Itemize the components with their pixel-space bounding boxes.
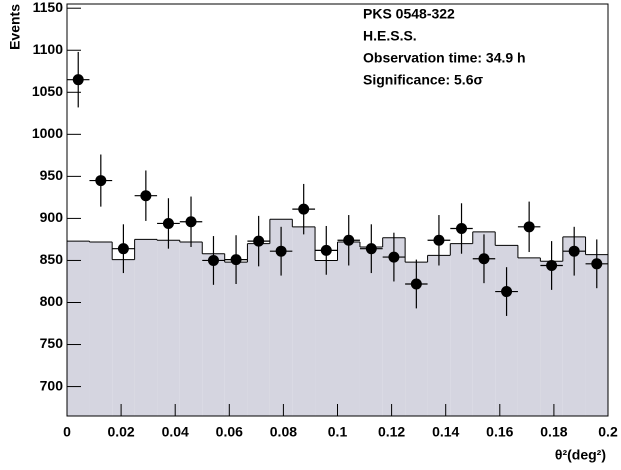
annotation: Significance: 5.6σ	[363, 72, 483, 88]
background-bar	[112, 259, 135, 416]
background-bar	[585, 254, 608, 416]
background-bar	[315, 260, 338, 416]
y-tick-label: 850	[40, 251, 64, 267]
annotation: Observation time: 34.9 h	[363, 50, 526, 66]
data-point	[568, 245, 580, 257]
data-point	[410, 278, 422, 290]
background-bar	[157, 240, 180, 416]
y-tick-label: 1000	[32, 125, 63, 141]
data-point	[207, 254, 219, 266]
data-point	[388, 251, 400, 263]
x-tick-label: 0.2	[598, 424, 618, 440]
background-bar	[427, 255, 451, 416]
y-tick-label: 1050	[32, 83, 63, 99]
background-bar	[134, 239, 158, 416]
data-point	[523, 221, 535, 233]
background-bar	[450, 243, 473, 416]
background-bar	[359, 246, 383, 416]
y-tick-label: 1100	[33, 41, 64, 57]
x-tick-label: 0.1	[328, 424, 348, 440]
x-tick-label: 0	[63, 424, 71, 440]
data-point	[365, 243, 377, 255]
x-tick-label: 0.14	[432, 424, 459, 440]
background-bar	[472, 231, 496, 416]
x-tick-label: 0.04	[162, 424, 189, 440]
data-point	[456, 222, 468, 234]
data-point	[433, 234, 445, 246]
data-point	[185, 216, 197, 228]
x-tick-label: 0.08	[270, 424, 297, 440]
data-point	[591, 258, 603, 270]
background-bar	[337, 241, 360, 416]
data-point	[320, 244, 332, 256]
data-point	[162, 217, 174, 229]
x-tick-label: 0.02	[107, 424, 134, 440]
y-tick-label: 750	[40, 335, 64, 351]
background-bar	[247, 243, 270, 416]
annotation: H.E.S.S.	[363, 28, 417, 44]
x-tick-label: 0.12	[378, 424, 405, 440]
data-point	[117, 243, 129, 255]
background-bar	[382, 237, 406, 416]
data-point	[72, 74, 84, 86]
x-tick-label: 0.16	[486, 424, 513, 440]
data-point	[275, 245, 287, 257]
data-point	[343, 234, 355, 246]
y-tick-label: 800	[40, 293, 64, 309]
background-bar	[405, 262, 428, 416]
x-axis-label: θ²(deg²)	[555, 447, 606, 463]
background-bar	[540, 261, 563, 416]
data-point	[140, 190, 152, 202]
x-tick-label: 0.18	[540, 424, 567, 440]
y-tick-label: 700	[40, 377, 64, 393]
background-bar	[495, 245, 518, 416]
background-bar	[224, 262, 248, 416]
background-bar	[562, 236, 586, 416]
background-bar	[517, 257, 541, 416]
data-point	[546, 259, 558, 271]
background-bar	[179, 241, 203, 416]
data-point	[95, 175, 107, 187]
y-axis-label: Events	[7, 4, 23, 50]
background-bar	[269, 219, 293, 416]
background-bar	[292, 226, 316, 416]
y-tick-label: 1150	[33, 0, 64, 15]
annotation: PKS 0548-322	[363, 6, 455, 22]
data-point	[298, 203, 310, 215]
y-tick-label: 900	[40, 209, 64, 225]
background-bar	[67, 241, 90, 416]
y-tick-label: 950	[40, 167, 64, 183]
data-point	[230, 254, 242, 266]
background-bar	[202, 253, 225, 416]
background-bar	[89, 241, 113, 416]
data-point	[478, 253, 490, 265]
data-point	[253, 235, 265, 247]
x-tick-label: 0.06	[216, 424, 243, 440]
data-point	[501, 286, 513, 298]
